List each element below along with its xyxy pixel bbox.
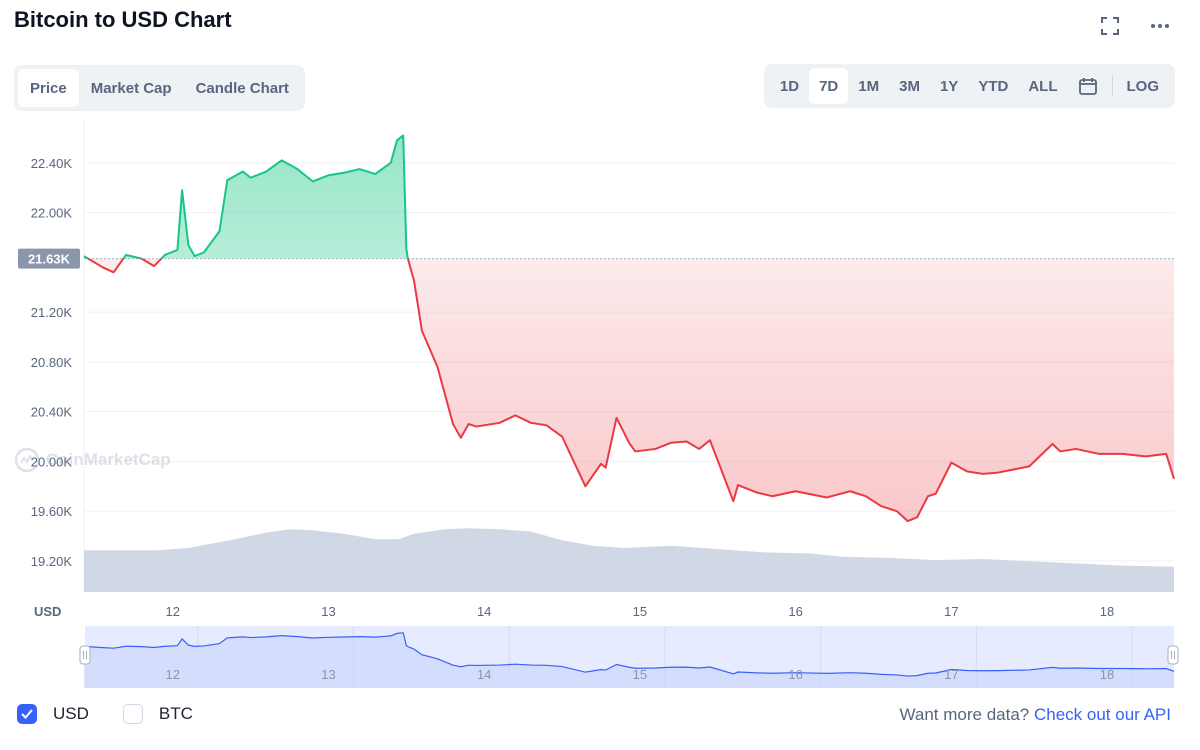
baseline-label: 21.63K <box>28 252 71 267</box>
range-ytd[interactable]: YTD <box>978 77 1009 95</box>
legend-label-usd: USD <box>53 704 89 723</box>
check-icon <box>21 709 33 719</box>
currency-axis-label: USD <box>34 604 61 619</box>
x-tick-label: 18 <box>1100 604 1114 619</box>
calendar-icon[interactable] <box>1068 68 1108 104</box>
navigator-handle-left[interactable] <box>79 645 91 665</box>
range-divider <box>1111 76 1113 96</box>
usd-checkbox[interactable] <box>17 704 37 724</box>
y-tick-label: 22.40K <box>31 156 73 171</box>
tab-market-cap[interactable]: Market Cap <box>90 79 172 97</box>
range-1m[interactable]: 1M <box>858 77 880 95</box>
y-tick-label: 20.00K <box>31 454 73 469</box>
tab-candle-chart[interactable]: Candle Chart <box>195 79 289 97</box>
range-all[interactable]: ALL <box>1028 77 1058 95</box>
tab-price[interactable]: Price <box>18 69 79 107</box>
time-range-selector: 1D 7D 1M 3M 1Y YTD ALL LOG <box>763 64 1175 108</box>
y-tick-label: 21.20K <box>31 305 73 320</box>
range-3m[interactable]: 3M <box>899 77 920 95</box>
y-tick-label: 19.20K <box>31 554 73 569</box>
axes: 19.20K 19.60K 20.00K 20.40K 20.80K 21.20K 22.0… <box>18 156 1114 619</box>
fullscreen-icon[interactable] <box>1098 14 1122 38</box>
price-line-down <box>86 258 1175 523</box>
navigator-tick-label: 16 <box>788 667 802 682</box>
top-icons <box>1098 14 1172 38</box>
more-dots-icon[interactable] <box>1148 14 1172 38</box>
log-scale-toggle[interactable]: LOG <box>1126 77 1160 95</box>
price-line-up <box>83 134 409 259</box>
price-fill-down <box>84 258 1174 522</box>
x-tick-label: 14 <box>477 604 491 619</box>
api-note: Want more data? Check out our API <box>899 705 1171 725</box>
y-tick-label: 20.80K <box>31 355 73 370</box>
y-tick-label: 19.60K <box>31 504 73 519</box>
x-tick-label: 15 <box>633 604 647 619</box>
price-fill-up <box>84 135 408 259</box>
legend-label-btc: BTC <box>158 704 193 723</box>
legend-btc[interactable]: BTC <box>122 704 193 724</box>
y-tick-label: 22.00K <box>31 206 73 221</box>
navigator-tick-label: 12 <box>166 667 180 682</box>
baseline-label-bg <box>18 248 80 269</box>
navigator-tick-label: 13 <box>321 667 335 682</box>
navigator-tick-label: 14 <box>477 667 491 682</box>
x-tick-label: 13 <box>321 604 335 619</box>
navigator-line <box>83 632 1175 677</box>
volume-area-shape <box>84 528 1174 592</box>
volume-area <box>84 528 1174 592</box>
watermark-text: CoinMarketCap <box>46 450 171 469</box>
btc-checkbox[interactable] <box>122 704 143 724</box>
price-line <box>83 134 1175 523</box>
range-7d[interactable]: 7D <box>809 68 849 104</box>
navigator[interactable]: 12 13 14 15 16 17 18 <box>79 626 1179 688</box>
y-tick-label: 20.40K <box>31 405 73 420</box>
navigator-handle-right[interactable] <box>1167 645 1179 665</box>
coinmarketcap-logo-icon <box>14 447 40 473</box>
range-1y[interactable]: 1Y <box>939 77 959 95</box>
navigator-tick-label: 18 <box>1100 667 1114 682</box>
x-tick-label: 17 <box>944 604 958 619</box>
price-fill <box>84 135 1174 522</box>
price-chart[interactable]: 19.20K 19.60K 20.00K 20.40K 20.80K 21.20K 22.0… <box>0 120 1200 695</box>
api-link[interactable]: Check out our API <box>1033 705 1171 724</box>
navigator-tick-label: 15 <box>633 667 647 682</box>
x-tick-label: 12 <box>166 604 180 619</box>
range-1d[interactable]: 1D <box>779 77 800 95</box>
currency-legend: USD BTC <box>17 704 227 724</box>
legend-usd[interactable]: USD <box>17 704 89 724</box>
navigator-area <box>84 632 1174 688</box>
page-title: Bitcoin to USD Chart <box>14 7 232 32</box>
watermark: CoinMarketCap <box>14 447 171 473</box>
api-prefix: Want more data? <box>899 705 1034 724</box>
x-tick-label: 16 <box>788 604 802 619</box>
navigator-tick-label: 17 <box>944 667 958 682</box>
chart-type-tabs: Price Market Cap Candle Chart <box>14 65 305 111</box>
